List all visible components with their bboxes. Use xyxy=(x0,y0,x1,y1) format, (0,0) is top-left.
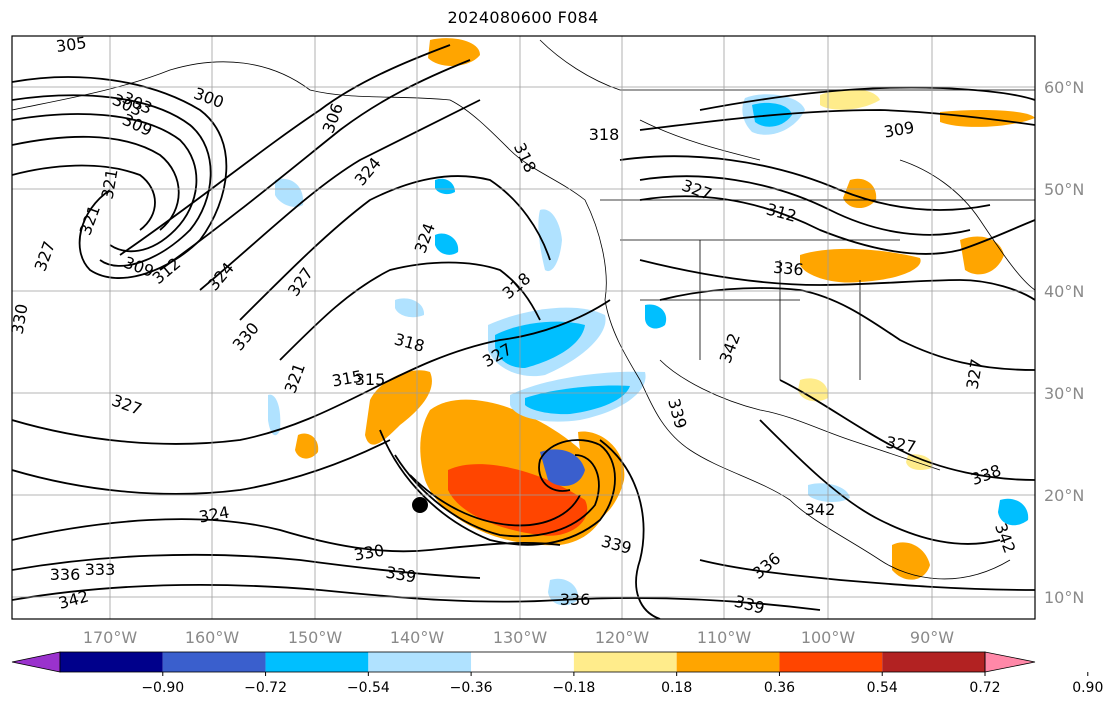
lat-label: 60°N xyxy=(1044,78,1084,97)
colorbar-tick-label: −0.18 xyxy=(552,680,595,696)
colorbar-segment xyxy=(471,652,574,672)
colorbar-tick-label: −0.72 xyxy=(244,680,287,696)
colorbar-extend-right xyxy=(984,651,1036,673)
colorbar-extend-left xyxy=(11,651,61,673)
colorbar-tick-label: 0.54 xyxy=(867,680,898,696)
map-title: 2024080600 F084 xyxy=(447,8,599,27)
latitude-labels: 60°N 50°N 40°N 30°N 20°N 10°N xyxy=(1044,78,1084,607)
contour-label: 336 xyxy=(772,258,804,280)
colorbar-tick-label: −0.36 xyxy=(450,680,493,696)
colorbar-tick-label: 0.72 xyxy=(969,680,1000,696)
colorbar-segment xyxy=(368,652,472,672)
lon-label: 130°W xyxy=(493,628,548,647)
lon-label: 100°W xyxy=(801,628,856,647)
colorbar-frame xyxy=(59,651,986,673)
colorbar-segment xyxy=(265,652,369,672)
contour-label: 333 xyxy=(85,560,116,579)
contour-label: 342 xyxy=(805,500,836,519)
longitude-labels: 170°W 160°W 150°W 140°W 130°W 120°W 110°… xyxy=(83,628,954,647)
lat-label: 30°N xyxy=(1044,384,1084,403)
colorbar-segment xyxy=(60,652,163,672)
contour-label: 305 xyxy=(55,33,88,56)
contour-label: 336 xyxy=(50,565,81,584)
colorbar-segment xyxy=(882,652,985,672)
lon-label: 150°W xyxy=(288,628,343,647)
lon-label: 160°W xyxy=(185,628,240,647)
lon-label: 120°W xyxy=(595,628,650,647)
colorbar-tick-label: −0.54 xyxy=(347,680,390,696)
lat-label: 10°N xyxy=(1044,588,1084,607)
storm-center-marker xyxy=(412,497,428,513)
map-frame xyxy=(11,35,1036,620)
graticule xyxy=(12,36,1035,619)
colorbar-tick-labels: −0.90 −0.72 −0.54 −0.36 −0.18 0.18 0.36 0.54 0.7… xyxy=(141,672,1103,696)
colorbar-segment xyxy=(162,652,266,672)
colorbar-segment xyxy=(779,652,883,672)
lon-label: 110°W xyxy=(697,628,752,647)
lon-label: 140°W xyxy=(390,628,445,647)
lat-label: 20°N xyxy=(1044,486,1084,505)
colorbar xyxy=(11,651,1036,673)
lon-label: 170°W xyxy=(83,628,138,647)
colorbar-segment xyxy=(573,652,677,672)
negative-anomaly-shading xyxy=(268,94,1029,606)
colorbar-tick-label: −0.90 xyxy=(141,680,184,696)
coastlines-and-borders xyxy=(12,39,1035,580)
colorbar-tick-label: 0.18 xyxy=(661,680,692,696)
contour-label: 315 xyxy=(355,370,386,389)
lon-label: 90°W xyxy=(910,628,954,647)
colorbar-tick-label: 0.90 xyxy=(1072,680,1103,696)
lat-label: 40°N xyxy=(1044,282,1084,301)
colorbar-segment xyxy=(676,652,780,672)
lat-label: 50°N xyxy=(1044,180,1084,199)
colorbar-tick-label: 0.36 xyxy=(764,680,795,696)
contour-label: 318 xyxy=(589,125,620,144)
contour-label: 336 xyxy=(560,590,591,609)
map-content xyxy=(12,36,1035,619)
